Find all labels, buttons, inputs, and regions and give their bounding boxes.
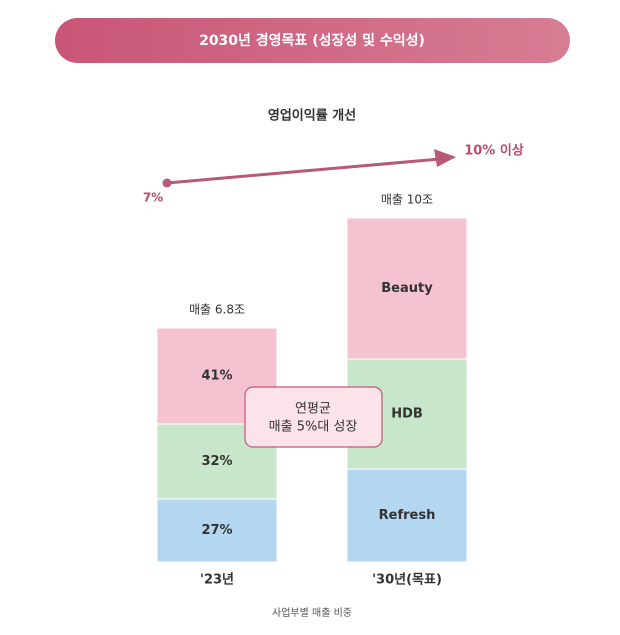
callout-box: [244, 386, 383, 448]
bar-segment: [346, 468, 468, 563]
start-dot: [162, 178, 172, 188]
x-tick-label: '23년: [200, 573, 234, 588]
segment-label: Refresh: [379, 508, 436, 523]
bar-segment: [156, 498, 278, 563]
arrow-head: [434, 149, 456, 167]
bar-segment: [346, 217, 468, 360]
total-label: 매출 10조: [381, 192, 433, 206]
segment-label: 32%: [201, 454, 232, 469]
total-label: 매출 6.8조: [189, 303, 245, 317]
margin-arrow: [166, 157, 441, 185]
x-tick-label: '30년(목표): [372, 573, 442, 588]
margin-start: 7%: [143, 191, 163, 205]
segment-label: HDB: [391, 407, 423, 422]
callout-line: 연평균: [295, 402, 331, 417]
header-title: 2030년 경영목표 (성장성 및 수익성): [199, 32, 425, 49]
segment-label: 27%: [201, 523, 232, 538]
header-pill: [55, 18, 570, 63]
callout-line: 매출 5%대 성장: [269, 420, 358, 435]
segment-label: 41%: [201, 368, 232, 383]
segment-label: Beauty: [381, 281, 433, 296]
caption: 사업부별 매출 비중: [272, 606, 352, 619]
margin-title: 영업이익률 개선: [268, 108, 356, 124]
margin-end: 10% 이상: [464, 143, 524, 159]
